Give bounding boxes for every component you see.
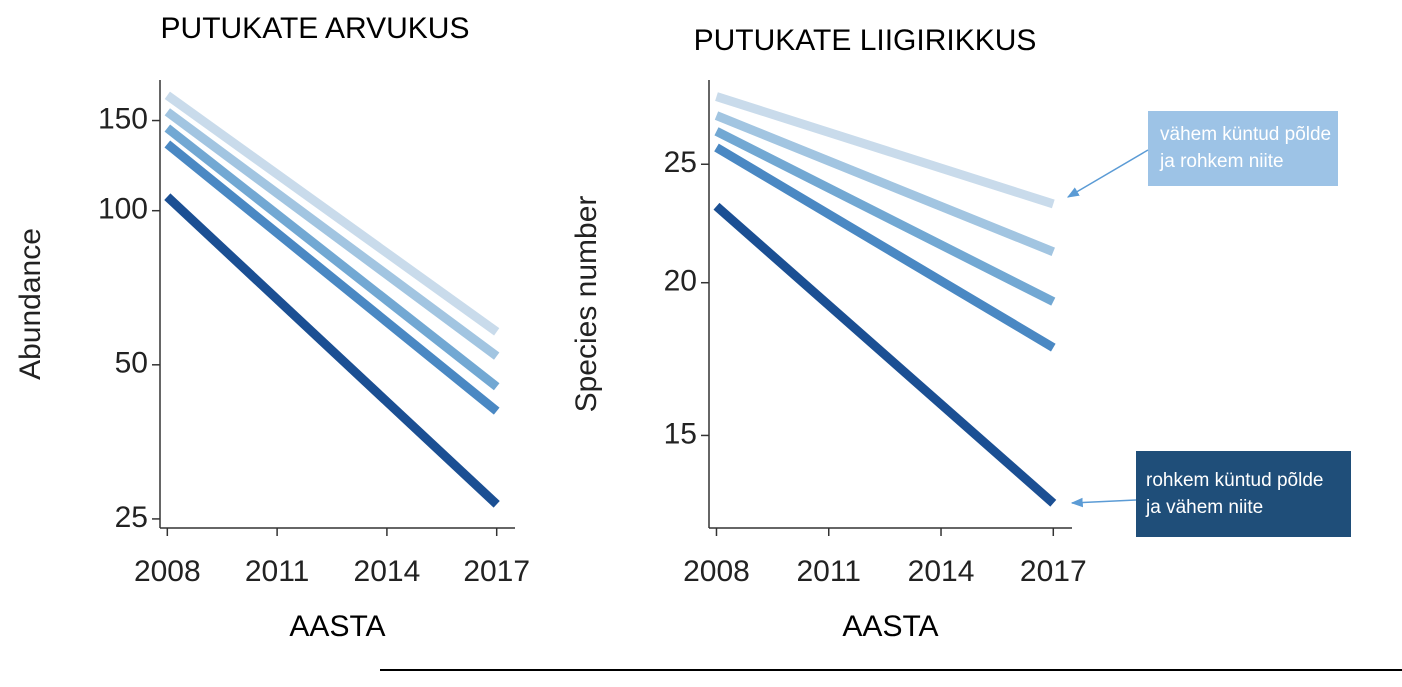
arrow xyxy=(1066,149,1149,198)
annotation-text: ja vähem niite xyxy=(1145,497,1263,518)
annotation-box xyxy=(1148,111,1338,186)
annotation-text: rohkem küntud põlde xyxy=(1146,470,1323,491)
x-tick-label: 2017 xyxy=(463,555,530,588)
x-tick-label: 2011 xyxy=(796,555,861,588)
y-tick-label: 25 xyxy=(115,501,148,534)
series-line xyxy=(164,140,500,415)
series-line xyxy=(164,193,500,508)
y-tick-label: 25 xyxy=(664,146,697,179)
chart-title: PUTUKATE ARVUKUS xyxy=(161,12,470,45)
x-tick-label: 2011 xyxy=(245,555,310,588)
x-tick-label: 2008 xyxy=(683,555,750,588)
y-tick-label: 20 xyxy=(664,265,697,298)
arrow xyxy=(1070,497,1137,508)
series-line xyxy=(715,92,1055,209)
series-line xyxy=(714,111,1055,256)
x-tick-label: 2017 xyxy=(1020,555,1087,588)
annotation-text: vähem küntud põlde xyxy=(1160,124,1331,145)
y-tick-label: 15 xyxy=(664,417,697,450)
series-line xyxy=(714,127,1056,306)
x-tick-label: 2008 xyxy=(134,555,201,588)
series-line xyxy=(164,124,500,391)
chart-title: PUTUKATE LIIGIRIKKUS xyxy=(694,24,1037,57)
annotation-box xyxy=(1136,451,1351,537)
y-axis-label: Abundance xyxy=(14,228,47,380)
y-axis-label: Species number xyxy=(570,196,603,413)
y-tick-label: 150 xyxy=(98,102,148,135)
x-tick-label: 2014 xyxy=(354,555,421,588)
series-line xyxy=(714,143,1056,352)
series-line xyxy=(164,91,500,336)
x-tick-label: 2014 xyxy=(908,555,975,588)
series-line xyxy=(164,108,500,360)
x-axis-label: AASTA xyxy=(842,610,938,643)
y-tick-label: 50 xyxy=(115,347,148,380)
series-line xyxy=(713,202,1057,507)
annotation-text: ja rohkem niite xyxy=(1159,151,1284,172)
y-tick-label: 100 xyxy=(98,193,148,226)
x-axis-label: AASTA xyxy=(289,610,385,643)
